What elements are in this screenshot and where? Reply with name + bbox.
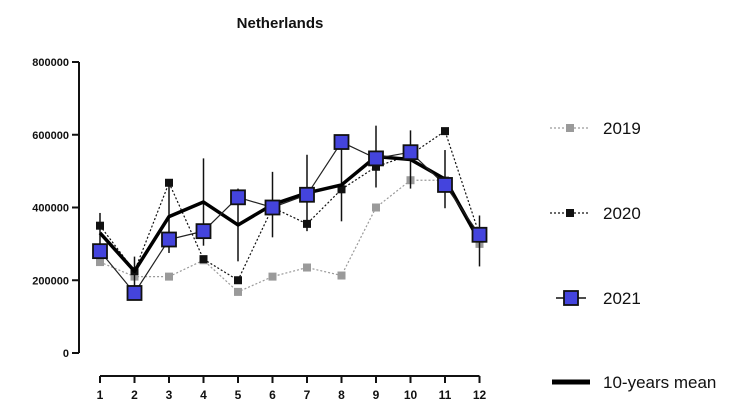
legend-2020-swatch-marker <box>566 209 574 217</box>
x-tick-label: 8 <box>338 388 345 402</box>
series-2019-point <box>268 272 277 281</box>
series-2020-point <box>199 255 208 264</box>
legend-mean-label: 10-years mean <box>603 373 716 392</box>
x-tick-label: 5 <box>235 388 242 402</box>
series-2019-point <box>96 258 104 267</box>
legend-2019-swatch-marker <box>566 124 574 132</box>
x-tick-label: 4 <box>200 388 207 402</box>
x-tick-label: 10 <box>404 388 418 402</box>
series-2021-point <box>471 226 488 243</box>
y-tick-label: 600000 <box>32 130 69 142</box>
series-2019-point <box>234 287 242 296</box>
series-2019-point <box>337 271 346 280</box>
series-2021-point <box>437 177 453 193</box>
series-2019-line <box>99 179 481 293</box>
series-2021-point <box>161 231 177 248</box>
series-2021-point <box>126 285 143 301</box>
series-2020-point <box>234 276 242 285</box>
series-2021-point <box>299 186 315 203</box>
series-2021-point <box>333 134 350 150</box>
series-2021-point <box>264 199 281 216</box>
series-mean-line <box>98 154 482 273</box>
y-tick-label: 800000 <box>32 57 69 69</box>
series-2021-point <box>368 150 384 167</box>
x-tick-label: 9 <box>373 388 380 402</box>
y-tick-label: 400000 <box>32 203 69 215</box>
x-tick-label: 6 <box>269 388 276 402</box>
series-2020-point <box>441 127 449 136</box>
series-2019-point <box>303 263 311 272</box>
x-tick-label: 7 <box>304 388 311 402</box>
legend: 2019 2020 2021 10-years mean <box>550 119 716 392</box>
legend-2019-label: 2019 <box>603 119 641 138</box>
legend-2020-label: 2020 <box>603 204 641 223</box>
x-tick-label: 3 <box>166 388 173 402</box>
series-2021-point <box>92 243 108 260</box>
legend-2021-swatch-marker <box>563 290 579 306</box>
series-2019-point <box>165 272 173 281</box>
series-2019-point <box>372 203 380 212</box>
x-tick-label: 11 <box>439 388 452 402</box>
series-2021-point <box>195 223 212 240</box>
series-2021-point <box>402 144 419 161</box>
y-tick-label: 0 <box>63 348 69 360</box>
chart-title: Netherlands <box>237 15 324 32</box>
series-2021-point <box>230 189 246 206</box>
x-tick-label: 12 <box>473 388 487 402</box>
legend-2021-label: 2021 <box>603 289 641 308</box>
x-tick-label: 1 <box>97 388 104 402</box>
y-tick-label: 200000 <box>32 275 69 287</box>
x-tick-label: 2 <box>131 388 138 402</box>
chart-marks <box>92 125 488 301</box>
